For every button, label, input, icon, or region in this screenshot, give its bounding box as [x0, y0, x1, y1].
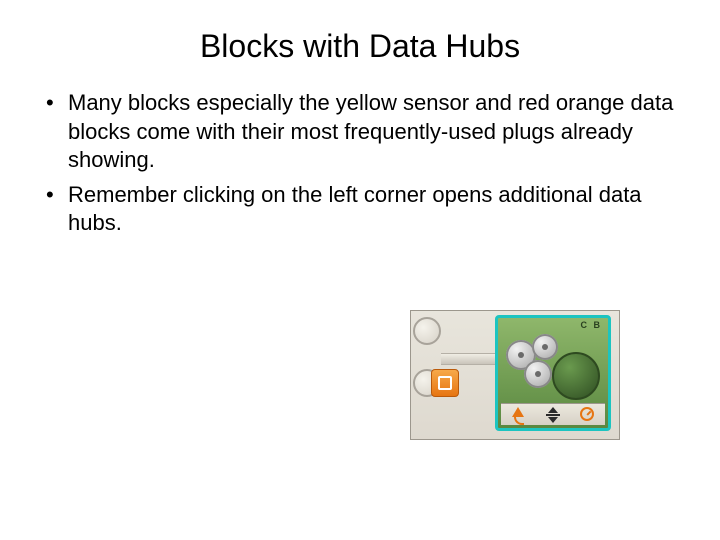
- data-hub-toggle-icon: [431, 369, 459, 397]
- slide-title: Blocks with Data Hubs: [40, 28, 680, 65]
- block-footer: [501, 403, 605, 425]
- bullet-list: Many blocks especially the yellow sensor…: [40, 89, 680, 238]
- bullet-item: Remember clicking on the left corner ope…: [44, 181, 680, 238]
- gauge-icon: [580, 407, 596, 423]
- move-block-icon: C B: [495, 315, 611, 431]
- connector-icon: [413, 317, 441, 345]
- slide: Blocks with Data Hubs Many blocks especi…: [0, 0, 720, 540]
- port-label: C B: [581, 320, 603, 330]
- sequence-rail: [441, 353, 495, 365]
- up-down-icon: [545, 407, 561, 423]
- curved-arrow-icon: [510, 407, 526, 423]
- direction-dial-icon: [552, 352, 600, 400]
- nxt-block-graphic: C B: [410, 310, 620, 440]
- bullet-item: Many blocks especially the yellow sensor…: [44, 89, 680, 175]
